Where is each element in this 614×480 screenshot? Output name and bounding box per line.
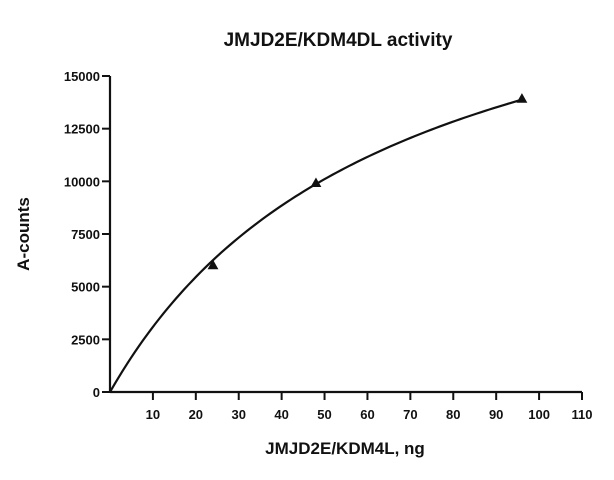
y-tick-label: 5000 <box>71 280 100 295</box>
data-point-triangle <box>516 93 528 103</box>
y-tick-label: 15000 <box>64 69 100 84</box>
y-tick-label: 2500 <box>71 332 100 347</box>
data-point-triangle <box>310 177 322 188</box>
x-tick-label: 10 <box>146 407 160 422</box>
x-axis: 10 20 30 40 50 60 70 80 90 100 110 <box>110 390 593 422</box>
data-points <box>207 93 528 270</box>
data-point-triangle <box>207 259 219 270</box>
x-tick-label: 110 <box>572 407 593 422</box>
x-axis-label: JMJD2E/KDM4L, ng <box>265 439 425 458</box>
x-tick-label: 20 <box>189 407 203 422</box>
x-tick-label: 40 <box>274 407 288 422</box>
y-axis: 0 2500 5000 7500 10000 12500 15000 <box>64 69 112 400</box>
x-tick-label: 50 <box>317 407 331 422</box>
chart-title: JMJD2E/KDM4DL activity <box>224 30 453 51</box>
x-tick-label: 70 <box>403 407 417 422</box>
fit-curve <box>109 98 523 393</box>
y-tick-label: 10000 <box>64 174 100 189</box>
x-tick-label: 100 <box>528 407 550 422</box>
y-tick-label: 7500 <box>71 227 100 242</box>
x-tick-label: 60 <box>360 407 374 422</box>
y-axis-label: A-counts <box>14 197 33 271</box>
x-tick-label: 90 <box>489 407 503 422</box>
fit-layer <box>109 98 523 393</box>
y-tick-label: 0 <box>93 385 100 400</box>
y-tick-label: 12500 <box>64 122 100 137</box>
x-tick-label: 30 <box>231 407 245 422</box>
plot-area: 0 2500 5000 7500 10000 12500 15000 10 20 30 40 50 6… <box>64 69 593 422</box>
x-tick-label: 80 <box>446 407 460 422</box>
